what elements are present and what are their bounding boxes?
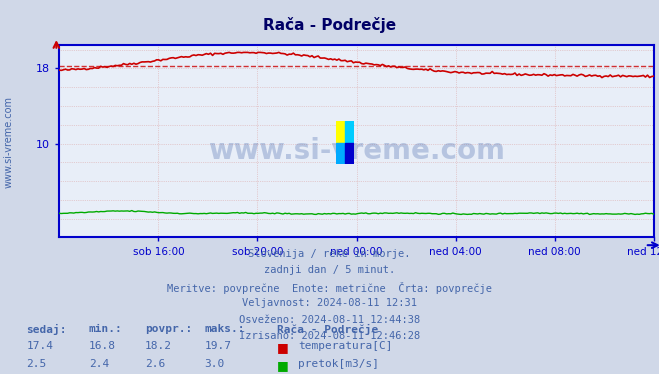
Text: pretok[m3/s]: pretok[m3/s] [298, 359, 379, 370]
Polygon shape [335, 122, 345, 143]
Text: 18.2: 18.2 [145, 341, 172, 352]
Text: 17.4: 17.4 [26, 341, 53, 352]
Text: 3.0: 3.0 [204, 359, 225, 370]
Text: zadnji dan / 5 minut.: zadnji dan / 5 minut. [264, 265, 395, 275]
Text: Meritve: povprečne  Enote: metrične  Črta: povprečje: Meritve: povprečne Enote: metrične Črta:… [167, 282, 492, 294]
Text: Rača - Podrečje: Rača - Podrečje [277, 324, 378, 334]
Text: 2.6: 2.6 [145, 359, 165, 370]
Text: Rača - Podrečje: Rača - Podrečje [263, 17, 396, 33]
Text: ■: ■ [277, 359, 289, 373]
Polygon shape [345, 122, 354, 143]
Polygon shape [345, 143, 354, 164]
Polygon shape [335, 143, 345, 164]
Text: Osveženo: 2024-08-11 12:44:38: Osveženo: 2024-08-11 12:44:38 [239, 315, 420, 325]
Text: Izrisano: 2024-08-11 12:46:28: Izrisano: 2024-08-11 12:46:28 [239, 331, 420, 341]
Text: 19.7: 19.7 [204, 341, 231, 352]
Text: sedaj:: sedaj: [26, 324, 67, 334]
Text: 2.5: 2.5 [26, 359, 47, 370]
Text: www.si-vreme.com: www.si-vreme.com [208, 137, 505, 165]
Text: min.:: min.: [89, 324, 123, 334]
Text: ■: ■ [277, 341, 289, 355]
Text: temperatura[C]: temperatura[C] [298, 341, 392, 352]
Text: 2.4: 2.4 [89, 359, 109, 370]
Text: maks.:: maks.: [204, 324, 244, 334]
Text: povpr.:: povpr.: [145, 324, 192, 334]
Text: Slovenija / reke in morje.: Slovenija / reke in morje. [248, 249, 411, 259]
Text: 16.8: 16.8 [89, 341, 116, 352]
Text: www.si-vreme.com: www.si-vreme.com [3, 96, 14, 188]
Text: Veljavnost: 2024-08-11 12:31: Veljavnost: 2024-08-11 12:31 [242, 298, 417, 308]
